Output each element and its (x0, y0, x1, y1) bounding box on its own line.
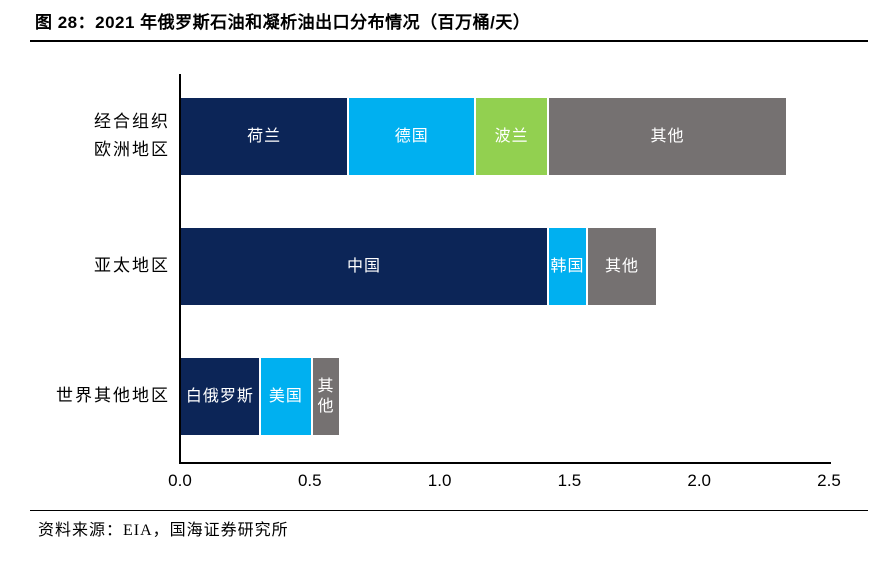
category-label: 亚太地区 (18, 252, 170, 280)
category-label: 经合组织 欧洲地区 (18, 108, 170, 164)
bar-segment: 其他 (585, 228, 657, 305)
title-divider (30, 40, 868, 42)
bar-segment-label: 中国 (347, 257, 382, 275)
source-note: 资料来源：EIA，国海证券研究所 (38, 522, 289, 539)
bar-segment: 中国 (181, 228, 548, 305)
bar-segment: 白俄罗斯 (181, 358, 259, 435)
bar-segment: 德国 (347, 98, 475, 175)
category-label-line: 世界其他地区 (56, 386, 170, 405)
bar-row: 白俄罗斯 美国 其他 (181, 358, 340, 435)
category-label-line: 亚太地区 (94, 256, 170, 275)
bar-segment-label: 其他 (605, 257, 640, 275)
bar-segment-label: 荷兰 (247, 127, 282, 145)
bar-segment: 韩国 (547, 228, 586, 305)
bar-segment-label: 其他 (317, 377, 335, 415)
x-axis-tick-label: 1.0 (427, 471, 452, 490)
category-label-line: 经合组织 (94, 112, 170, 131)
bar-segment-label: 韩国 (550, 257, 585, 275)
figure-title: 图 28：2021 年俄罗斯石油和凝析油出口分布情况（百万桶/天） (35, 13, 531, 32)
bar-segment-label: 德国 (394, 127, 429, 145)
bar-segment-label: 白俄罗斯 (185, 387, 254, 405)
y-axis-line (179, 74, 181, 464)
category-label: 世界其他地区 (18, 382, 170, 410)
x-axis-tick-label: 0.0 (168, 471, 192, 490)
category-label-line: 欧洲地区 (94, 140, 170, 159)
x-axis-line (179, 462, 831, 464)
bar-segment: 其他 (310, 358, 340, 435)
x-axis-tick-label: 1.5 (557, 471, 582, 490)
bar-segment-label: 美国 (268, 387, 303, 405)
x-axis-tick-label: 2.5 (817, 471, 841, 490)
bar-segment: 其他 (547, 98, 786, 175)
bar-segment: 波兰 (474, 98, 548, 175)
x-axis-tick-label: 0.5 (297, 471, 322, 490)
bar-segment: 荷兰 (181, 98, 348, 175)
bar-row: 中国 韩国 其他 (181, 228, 657, 305)
bar-segment-label: 波兰 (494, 127, 529, 145)
source-divider (30, 510, 868, 511)
bar-segment: 美国 (258, 358, 311, 435)
bar-row: 荷兰 德国 波兰 其他 (181, 98, 786, 175)
bar-segment-label: 其他 (650, 127, 685, 145)
x-axis-tick-label: 2.0 (687, 471, 711, 490)
